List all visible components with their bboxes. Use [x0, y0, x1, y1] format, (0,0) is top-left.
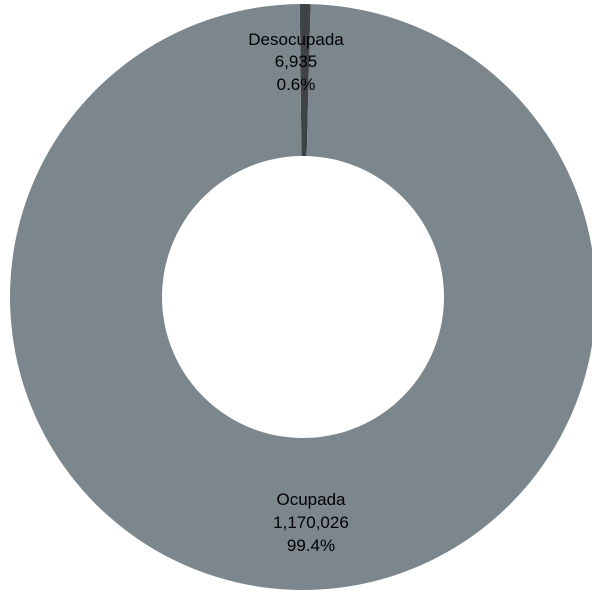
category-label-ocupada: Ocupada: [277, 490, 347, 509]
slice-label-ocupada: Ocupada 1,170,026 99.4%: [273, 490, 349, 555]
percent-label-desocupada: 0.6%: [277, 75, 316, 94]
donut-slices: [10, 3, 592, 590]
category-label-desocupada: Desocupada: [248, 30, 344, 49]
value-label-desocupada: 6,935: [275, 52, 318, 71]
slice-ocupada: [10, 4, 592, 590]
slice-label-desocupada: Desocupada 6,935 0.6%: [248, 30, 344, 94]
percent-label-ocupada: 99.4%: [287, 536, 335, 555]
slice-desocupada: [299, 3, 311, 157]
value-label-ocupada: 1,170,026: [273, 513, 349, 532]
